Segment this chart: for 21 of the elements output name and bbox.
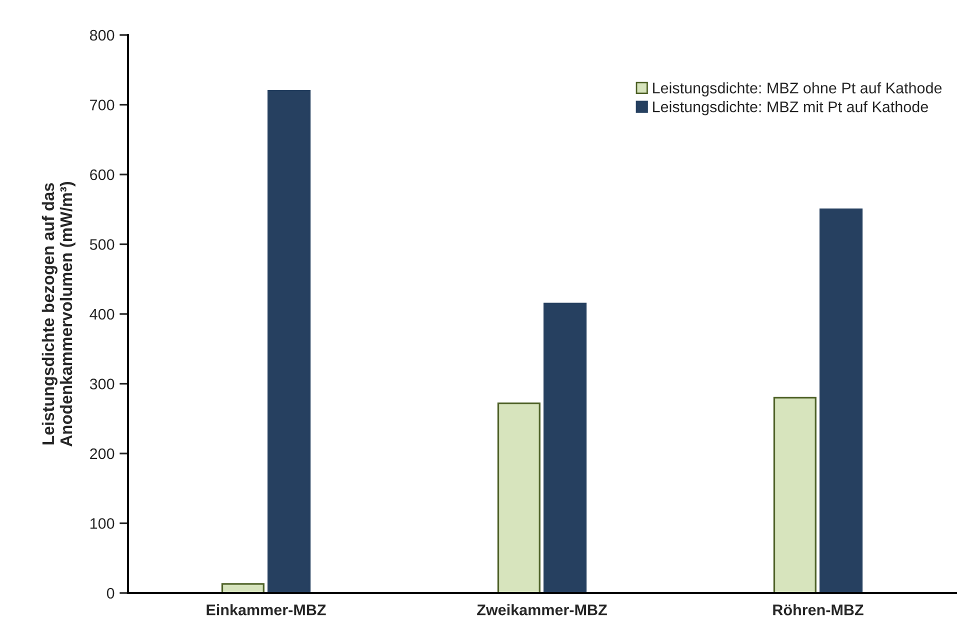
legend-label: Leistungsdichte: MBZ mit Pt auf Kathode <box>653 101 928 116</box>
y-tick-label: 700 <box>90 100 114 110</box>
bar <box>268 90 311 593</box>
x-tick-label: Zweikammer-MBZ <box>477 604 607 616</box>
y-tick-label: 600 <box>90 169 114 180</box>
y-tick-label: 200 <box>90 448 114 460</box>
y-axis-title: Leistungsdichte bezogen auf das Anodenkammervolumen (mW/m³) <box>42 182 76 446</box>
x-tick-label: Röhren-MBZ <box>773 604 864 616</box>
legend-label: Leistungsdichte: MBZ ohne Pt auf Kathode <box>653 82 942 96</box>
y-tick-label: 800 <box>90 30 114 41</box>
bar <box>544 302 587 593</box>
y-tick-label: 100 <box>90 518 114 529</box>
y-tick-label: 400 <box>90 308 114 320</box>
y-tick-label: 500 <box>90 239 114 250</box>
bar <box>221 583 264 593</box>
bar <box>497 402 540 593</box>
bar <box>820 208 863 593</box>
y-tick-label: 0 <box>106 588 114 599</box>
x-tick-label: Einkammer-MBZ <box>206 604 326 616</box>
y-tick-label: 300 <box>90 378 114 390</box>
bar <box>773 396 816 593</box>
